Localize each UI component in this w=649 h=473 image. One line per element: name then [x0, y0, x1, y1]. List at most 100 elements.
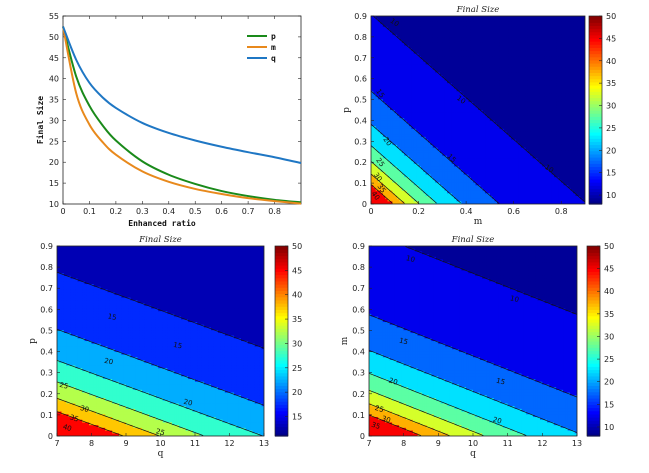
contour-cell — [456, 40, 460, 44]
contour-cell — [425, 29, 429, 33]
contour-cell — [475, 139, 479, 143]
contour-cell — [494, 182, 498, 186]
contour-cell — [378, 128, 382, 133]
contour-cell — [420, 139, 424, 143]
contour-cell — [508, 50, 512, 55]
contour-cell — [416, 42, 420, 47]
contour-cell — [530, 147, 534, 151]
contour-cell — [380, 26, 384, 31]
contour-cell — [506, 99, 510, 103]
contour-cell — [428, 37, 432, 41]
contour-cell — [458, 158, 462, 162]
contour-cell — [373, 42, 377, 47]
contour-cell — [523, 69, 527, 73]
contour-cell — [492, 56, 496, 60]
contour-cell — [432, 34, 436, 39]
contour-cell — [487, 155, 491, 159]
contour-cell — [508, 80, 512, 84]
contour-cell — [527, 21, 531, 25]
contour-cell — [437, 32, 441, 36]
contour-cell — [475, 83, 479, 87]
contour-cell — [516, 26, 520, 31]
contour-cell — [511, 101, 515, 106]
contour-cell — [520, 16, 524, 20]
contour-cell — [418, 40, 422, 44]
contour-cell — [420, 150, 424, 154]
contour-cell — [466, 182, 470, 186]
contour-cell — [425, 77, 429, 82]
contour-cell — [449, 163, 453, 167]
contour-cell — [404, 110, 408, 114]
contour-cell — [387, 56, 391, 60]
contour-cell — [418, 34, 422, 39]
contour-cell — [401, 120, 405, 125]
contour-cell — [435, 104, 439, 108]
contour-cell — [416, 155, 420, 159]
contour-cell — [425, 195, 429, 200]
contour-cell — [489, 21, 493, 25]
contour-cell — [489, 40, 493, 44]
contour-cell — [449, 67, 453, 71]
contour-cell — [530, 182, 534, 186]
contour-cell — [428, 40, 432, 44]
contour-cell — [532, 198, 536, 202]
contour-cell — [466, 53, 470, 57]
contour-cell — [423, 179, 427, 184]
contour-cell — [401, 112, 405, 116]
contour-cell — [432, 83, 436, 87]
contour-cell — [420, 34, 424, 39]
contour-cell — [416, 139, 420, 143]
contour-cell — [430, 193, 434, 197]
contour-cell — [411, 91, 415, 95]
contour-cell — [406, 169, 410, 173]
contour-cell — [461, 169, 465, 173]
contour-cell — [425, 72, 429, 76]
contour-cell — [387, 96, 391, 100]
contour-cell — [449, 195, 453, 200]
contour-cell — [406, 96, 410, 100]
contour-cell — [430, 179, 434, 184]
contour-cell — [375, 195, 379, 200]
contour-cell — [390, 115, 393, 119]
contour-cell — [380, 185, 384, 189]
contour-cell — [439, 42, 443, 47]
contour-cell — [506, 187, 510, 192]
contour-cell — [373, 120, 377, 125]
contour-cell — [523, 152, 527, 157]
contour-cell — [451, 29, 455, 33]
contour-cell — [518, 163, 522, 167]
contour-cell — [387, 104, 391, 108]
contour-cell — [530, 142, 534, 146]
contour-cell — [416, 142, 420, 146]
contour-cell — [451, 37, 455, 41]
contour-cell — [447, 53, 451, 57]
contour-cell — [439, 110, 443, 114]
contour-cell — [451, 99, 455, 103]
contour-cell — [473, 118, 477, 122]
contour-cell — [418, 64, 422, 68]
contour-cell — [499, 136, 503, 141]
contour-cell — [482, 139, 486, 143]
contour-cell — [390, 93, 393, 98]
contour-cell — [516, 142, 520, 146]
contour-cell — [420, 75, 424, 79]
contour-cell — [390, 142, 393, 146]
contour-cell — [437, 195, 441, 200]
contour-cell — [480, 142, 484, 146]
contour-cell — [473, 72, 477, 76]
contour-cell — [482, 42, 486, 47]
contour-cell — [406, 185, 410, 189]
contour-cell — [413, 42, 417, 47]
contour-cell — [423, 161, 427, 165]
contour-cell — [482, 69, 486, 73]
contour-cell — [432, 166, 436, 170]
contour-cell — [527, 139, 531, 143]
contour-cell — [437, 126, 441, 130]
contour-cell — [401, 48, 405, 52]
contour-cell — [504, 182, 508, 186]
contour-cell — [473, 96, 477, 100]
contour-cell — [458, 37, 462, 41]
contour-cell — [449, 179, 453, 184]
contour-cell — [416, 69, 420, 73]
contour-cell — [406, 104, 410, 108]
